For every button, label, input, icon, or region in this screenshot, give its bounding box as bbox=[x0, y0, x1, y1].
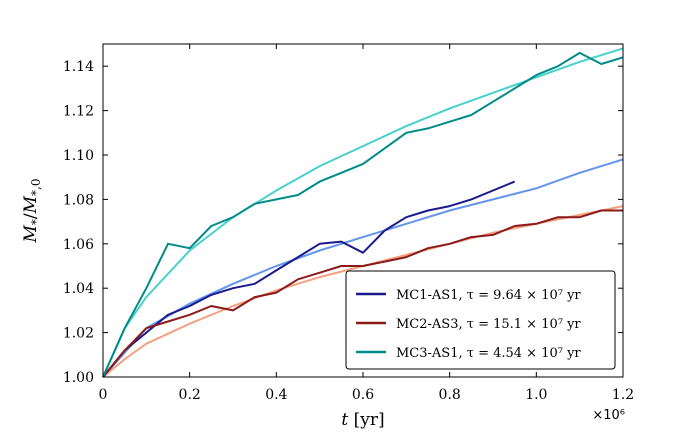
legend-box bbox=[345, 270, 616, 370]
y-tick-label: 1.06 bbox=[63, 237, 94, 253]
series-line-2 bbox=[102, 209, 623, 378]
y-tick-label: 1.04 bbox=[63, 281, 94, 297]
legend-label: MC3-AS1, τ = 4.54 × 10⁷ yr bbox=[396, 346, 581, 361]
series-line-1 bbox=[102, 180, 516, 378]
x-tick-label: 0.6 bbox=[352, 387, 374, 403]
legend-label: MC1-AS1, τ = 9.64 × 10⁷ yr bbox=[396, 288, 581, 303]
x-tick-label: 0 bbox=[99, 387, 108, 403]
legend: MC1-AS1, τ = 9.64 × 10⁷ yr MC2-AS3, τ = 1… bbox=[345, 270, 616, 370]
y-tick-label: 1.14 bbox=[63, 59, 94, 75]
x-tick-label: 0.4 bbox=[265, 387, 287, 403]
x-offset-label: ×10⁶ bbox=[592, 408, 625, 423]
y-tick-label: 1.00 bbox=[63, 370, 94, 386]
y-tick-label: 1.12 bbox=[63, 104, 94, 120]
series-line-3 bbox=[102, 51, 624, 378]
y-axis-title: M*/M*,0 bbox=[21, 178, 43, 243]
x-tick-label: 0.8 bbox=[439, 387, 461, 403]
series-layer bbox=[102, 47, 624, 378]
x-tick-label: 1.0 bbox=[525, 387, 547, 403]
legend-label: MC2-AS3, τ = 15.1 × 10⁷ yr bbox=[396, 317, 581, 332]
x-tick-label: 1.2 bbox=[612, 387, 634, 403]
y-axis: 1.00 1.02 1.04 1.06 1.08 1.10 1.12 1.14 bbox=[63, 59, 623, 386]
x-tick-label: 0.2 bbox=[179, 387, 201, 403]
x-axis-title: t [yr] bbox=[341, 410, 384, 430]
y-tick-label: 1.10 bbox=[63, 148, 94, 164]
y-tick-label: 1.08 bbox=[63, 192, 94, 208]
x-axis: 0 0.2 0.4 0.6 0.8 1.0 1.2 bbox=[99, 44, 634, 403]
y-tick-label: 1.02 bbox=[63, 326, 94, 342]
fit-line-1 bbox=[102, 158, 624, 378]
